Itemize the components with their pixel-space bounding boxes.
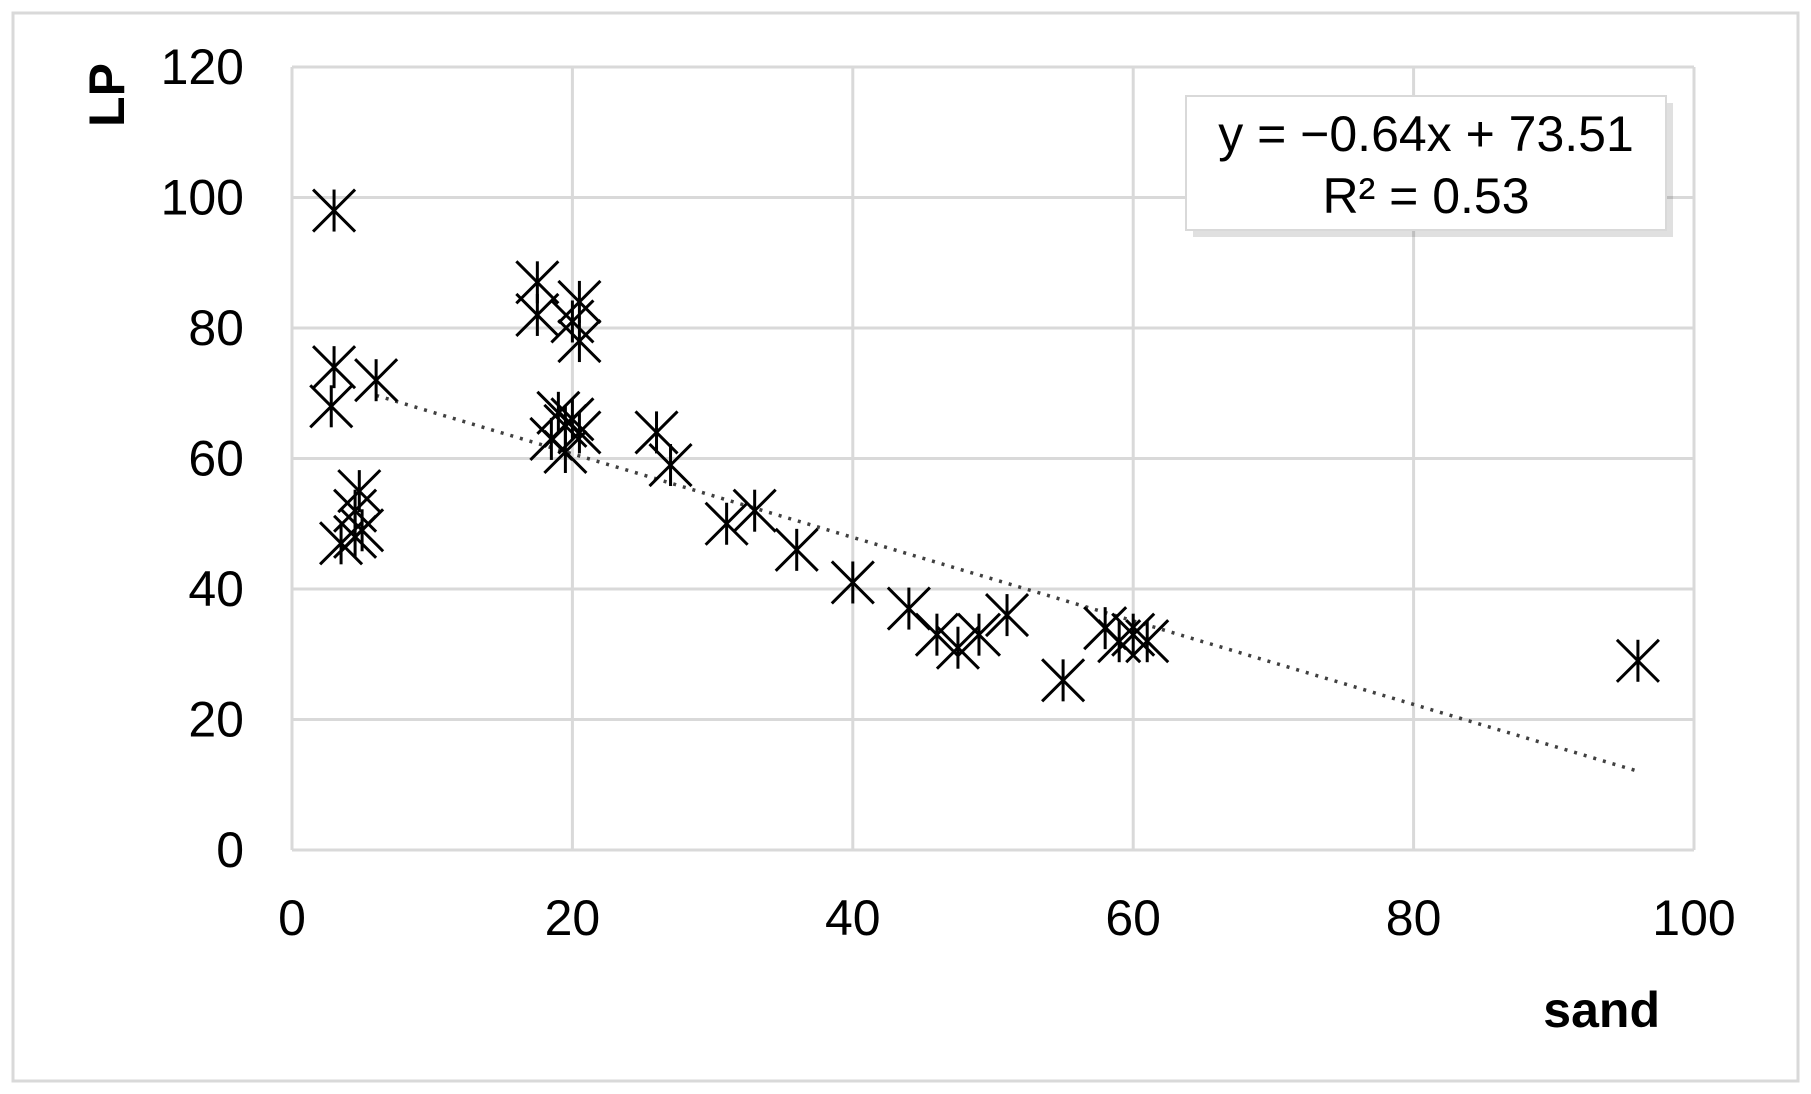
y-tick-label: 120 (161, 39, 244, 95)
y-tick-label: 40 (188, 561, 244, 617)
data-point (340, 508, 385, 553)
gridlines (290, 65, 1696, 852)
x-tick-label: 0 (278, 890, 306, 946)
y-tick-label: 100 (161, 170, 244, 226)
data-point (830, 560, 875, 605)
x-axis-title: sand (1543, 982, 1660, 1038)
equation-box: y = −0.64x + 73.51 R² = 0.53 (1185, 95, 1673, 237)
trendline-equation: y = −0.64x + 73.51 (1218, 106, 1634, 162)
data-point (935, 625, 981, 670)
data-points (309, 188, 1660, 703)
data-point (704, 501, 749, 546)
data-point (311, 188, 357, 233)
data-point (311, 345, 357, 390)
y-tick-label: 60 (188, 431, 244, 487)
y-tick-label: 20 (188, 692, 244, 748)
data-point (914, 612, 959, 657)
data-point (1041, 658, 1086, 703)
x-tick-label: 60 (1105, 890, 1161, 946)
y-axis-title: LP (79, 63, 135, 127)
y-tick-label: 80 (188, 300, 244, 356)
data-point (354, 358, 399, 403)
y-tick-label: 0 (216, 822, 244, 878)
x-tick-labels: 0 20 40 60 80 100 (278, 890, 1736, 946)
data-point (543, 429, 588, 475)
data-point (309, 384, 354, 429)
data-point (557, 318, 602, 364)
equation-box-background (1185, 95, 1667, 231)
data-point (956, 612, 1002, 657)
data-point (774, 527, 819, 572)
trendline-r-squared: R² = 0.53 (1322, 168, 1529, 224)
data-point (1615, 638, 1660, 683)
x-tick-label: 40 (825, 890, 881, 946)
data-point (648, 442, 693, 488)
data-point (732, 488, 777, 533)
x-tick-label: 20 (545, 890, 601, 946)
x-tick-label: 80 (1386, 890, 1442, 946)
x-tick-label: 100 (1652, 890, 1735, 946)
data-point (984, 593, 1030, 638)
data-point (1125, 619, 1170, 664)
y-tick-labels: 0 20 40 60 80 100 120 (161, 39, 244, 878)
